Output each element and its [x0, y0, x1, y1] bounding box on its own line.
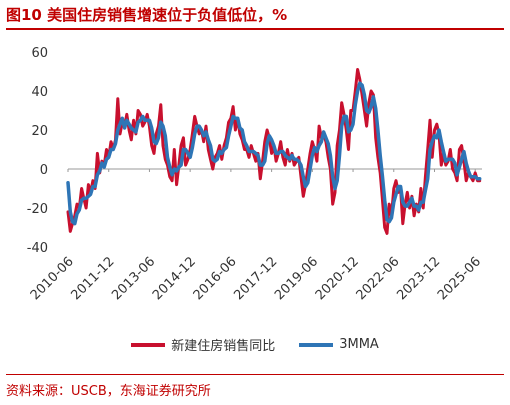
- legend: 新建住房销售同比 3MMA: [0, 335, 510, 354]
- series-layer: [66, 68, 482, 235]
- y-tick-label: 0: [40, 163, 48, 178]
- x-tick-label: 2017-12: [231, 254, 280, 303]
- x-tick-label: 2022-06: [354, 254, 403, 303]
- source-note: 资料来源：USCB，东海证券研究所: [6, 384, 211, 399]
- x-tick-label: 2025-06: [435, 254, 484, 303]
- y-tick-label: -40: [27, 241, 48, 256]
- x-tick-label: 2019-06: [272, 254, 321, 303]
- legend-swatch-blue: [299, 342, 334, 347]
- x-tick-label: 2013-06: [109, 254, 158, 303]
- legend-item-sales-yoy: 新建住房销售同比: [131, 335, 275, 354]
- legend-swatch-red: [131, 342, 166, 347]
- x-tick-label: 2014-12: [150, 254, 199, 303]
- y-axis: -40 -20 0 20 40 60: [27, 46, 48, 256]
- x-tick-label: 2010-06: [28, 254, 77, 303]
- legend-label-sales-yoy: 新建住房销售同比: [171, 339, 276, 354]
- x-tick-label: 2011-12: [69, 254, 118, 303]
- y-tick-label: 40: [31, 85, 48, 100]
- x-tick-label: 2016-06: [191, 254, 240, 303]
- figure-title: 图10 美国住房销售增速位于负值低位，%: [6, 6, 288, 24]
- title-rule: [6, 28, 504, 30]
- y-tick-label: -20: [27, 202, 48, 217]
- legend-item-3mma: 3MMA: [299, 337, 379, 352]
- y-tick-label: 20: [31, 124, 48, 139]
- legend-label-3mma: 3MMA: [339, 337, 379, 352]
- line-chart: -40 -20 0 20 40 60 2010-062011-122013-062014-…: [27, 46, 484, 303]
- series-line-3mma: [66, 81, 482, 226]
- x-tick-label: 2020-12: [313, 254, 362, 303]
- source-rule: [6, 374, 504, 375]
- y-tick-label: 60: [31, 46, 48, 61]
- x-tick-label: 2023-12: [394, 254, 443, 303]
